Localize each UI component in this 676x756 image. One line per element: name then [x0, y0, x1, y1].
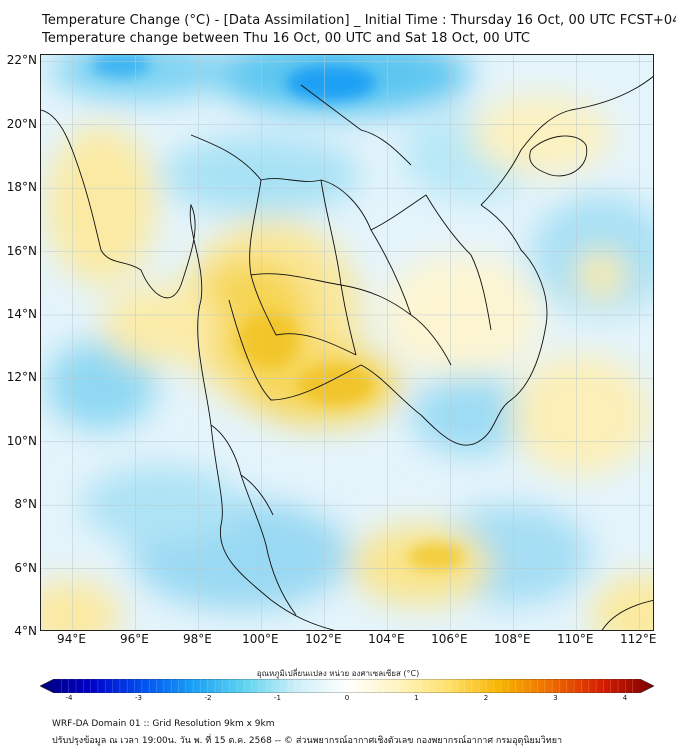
latitude-label: 20°N — [6, 116, 37, 131]
colorbar-tick-label: 4 — [622, 694, 628, 702]
longitude-label: 106°E — [431, 632, 468, 646]
colorbar-tick-label: 1 — [414, 694, 419, 702]
coastline-borders — [41, 75, 653, 630]
longitude-label: 102°E — [305, 632, 342, 646]
latitude-label: 22°N — [6, 53, 37, 68]
footer-update-info: ปรับปรุงข้อมูล ณ เวลา 19:00น. วัน พ. ที่… — [52, 736, 563, 746]
longitude-label: 94°E — [57, 632, 86, 646]
latitude-label: 10°N — [6, 433, 37, 448]
colorbar-tick-label: 2 — [483, 694, 489, 702]
latitude-label: 12°N — [6, 370, 37, 385]
longitude-label: 98°E — [182, 632, 212, 646]
latitude-label: 6°N — [14, 560, 37, 575]
map-frame — [40, 54, 654, 631]
longitude-label: 112°E — [620, 632, 657, 646]
colorbar-tick-label: -2 — [204, 694, 212, 702]
latitude-label: 16°N — [6, 243, 37, 258]
latitude-label: 14°N — [6, 306, 37, 321]
longitude-label: 100°E — [242, 632, 279, 646]
colorbar-tick-label: -1 — [274, 694, 281, 702]
latitude-label: 18°N — [6, 180, 37, 195]
longitude-label: 104°E — [368, 632, 405, 646]
colorbar-tick-label: 0 — [344, 694, 350, 702]
longitude-label: 96°E — [120, 632, 149, 646]
longitude-label: 110°E — [557, 632, 594, 646]
colorbar-tick-label: -3 — [135, 694, 142, 702]
latitude-label: 8°N — [14, 497, 37, 512]
map-graticule — [41, 55, 653, 630]
colorbar-title: อุณหภูมิเปลี่ยนแปลง หน่วย องศาเซลเซียส (… — [256, 669, 420, 678]
footer-model-info: WRF-DA Domain 01 :: Grid Resolution 9km … — [52, 719, 275, 729]
colorbar-tick-label: -4 — [65, 694, 73, 702]
temperature-change-map — [41, 55, 653, 630]
map-subtitle: Temperature change between Thu 16 Oct, 0… — [42, 31, 531, 46]
latitude-label: 4°N — [14, 624, 37, 638]
colorbar-tick-label: 3 — [553, 694, 558, 702]
longitude-label: 108°E — [494, 632, 531, 646]
colorbar — [40, 679, 654, 693]
map-title: Temperature Change (°C) - [Data Assimila… — [42, 13, 676, 28]
